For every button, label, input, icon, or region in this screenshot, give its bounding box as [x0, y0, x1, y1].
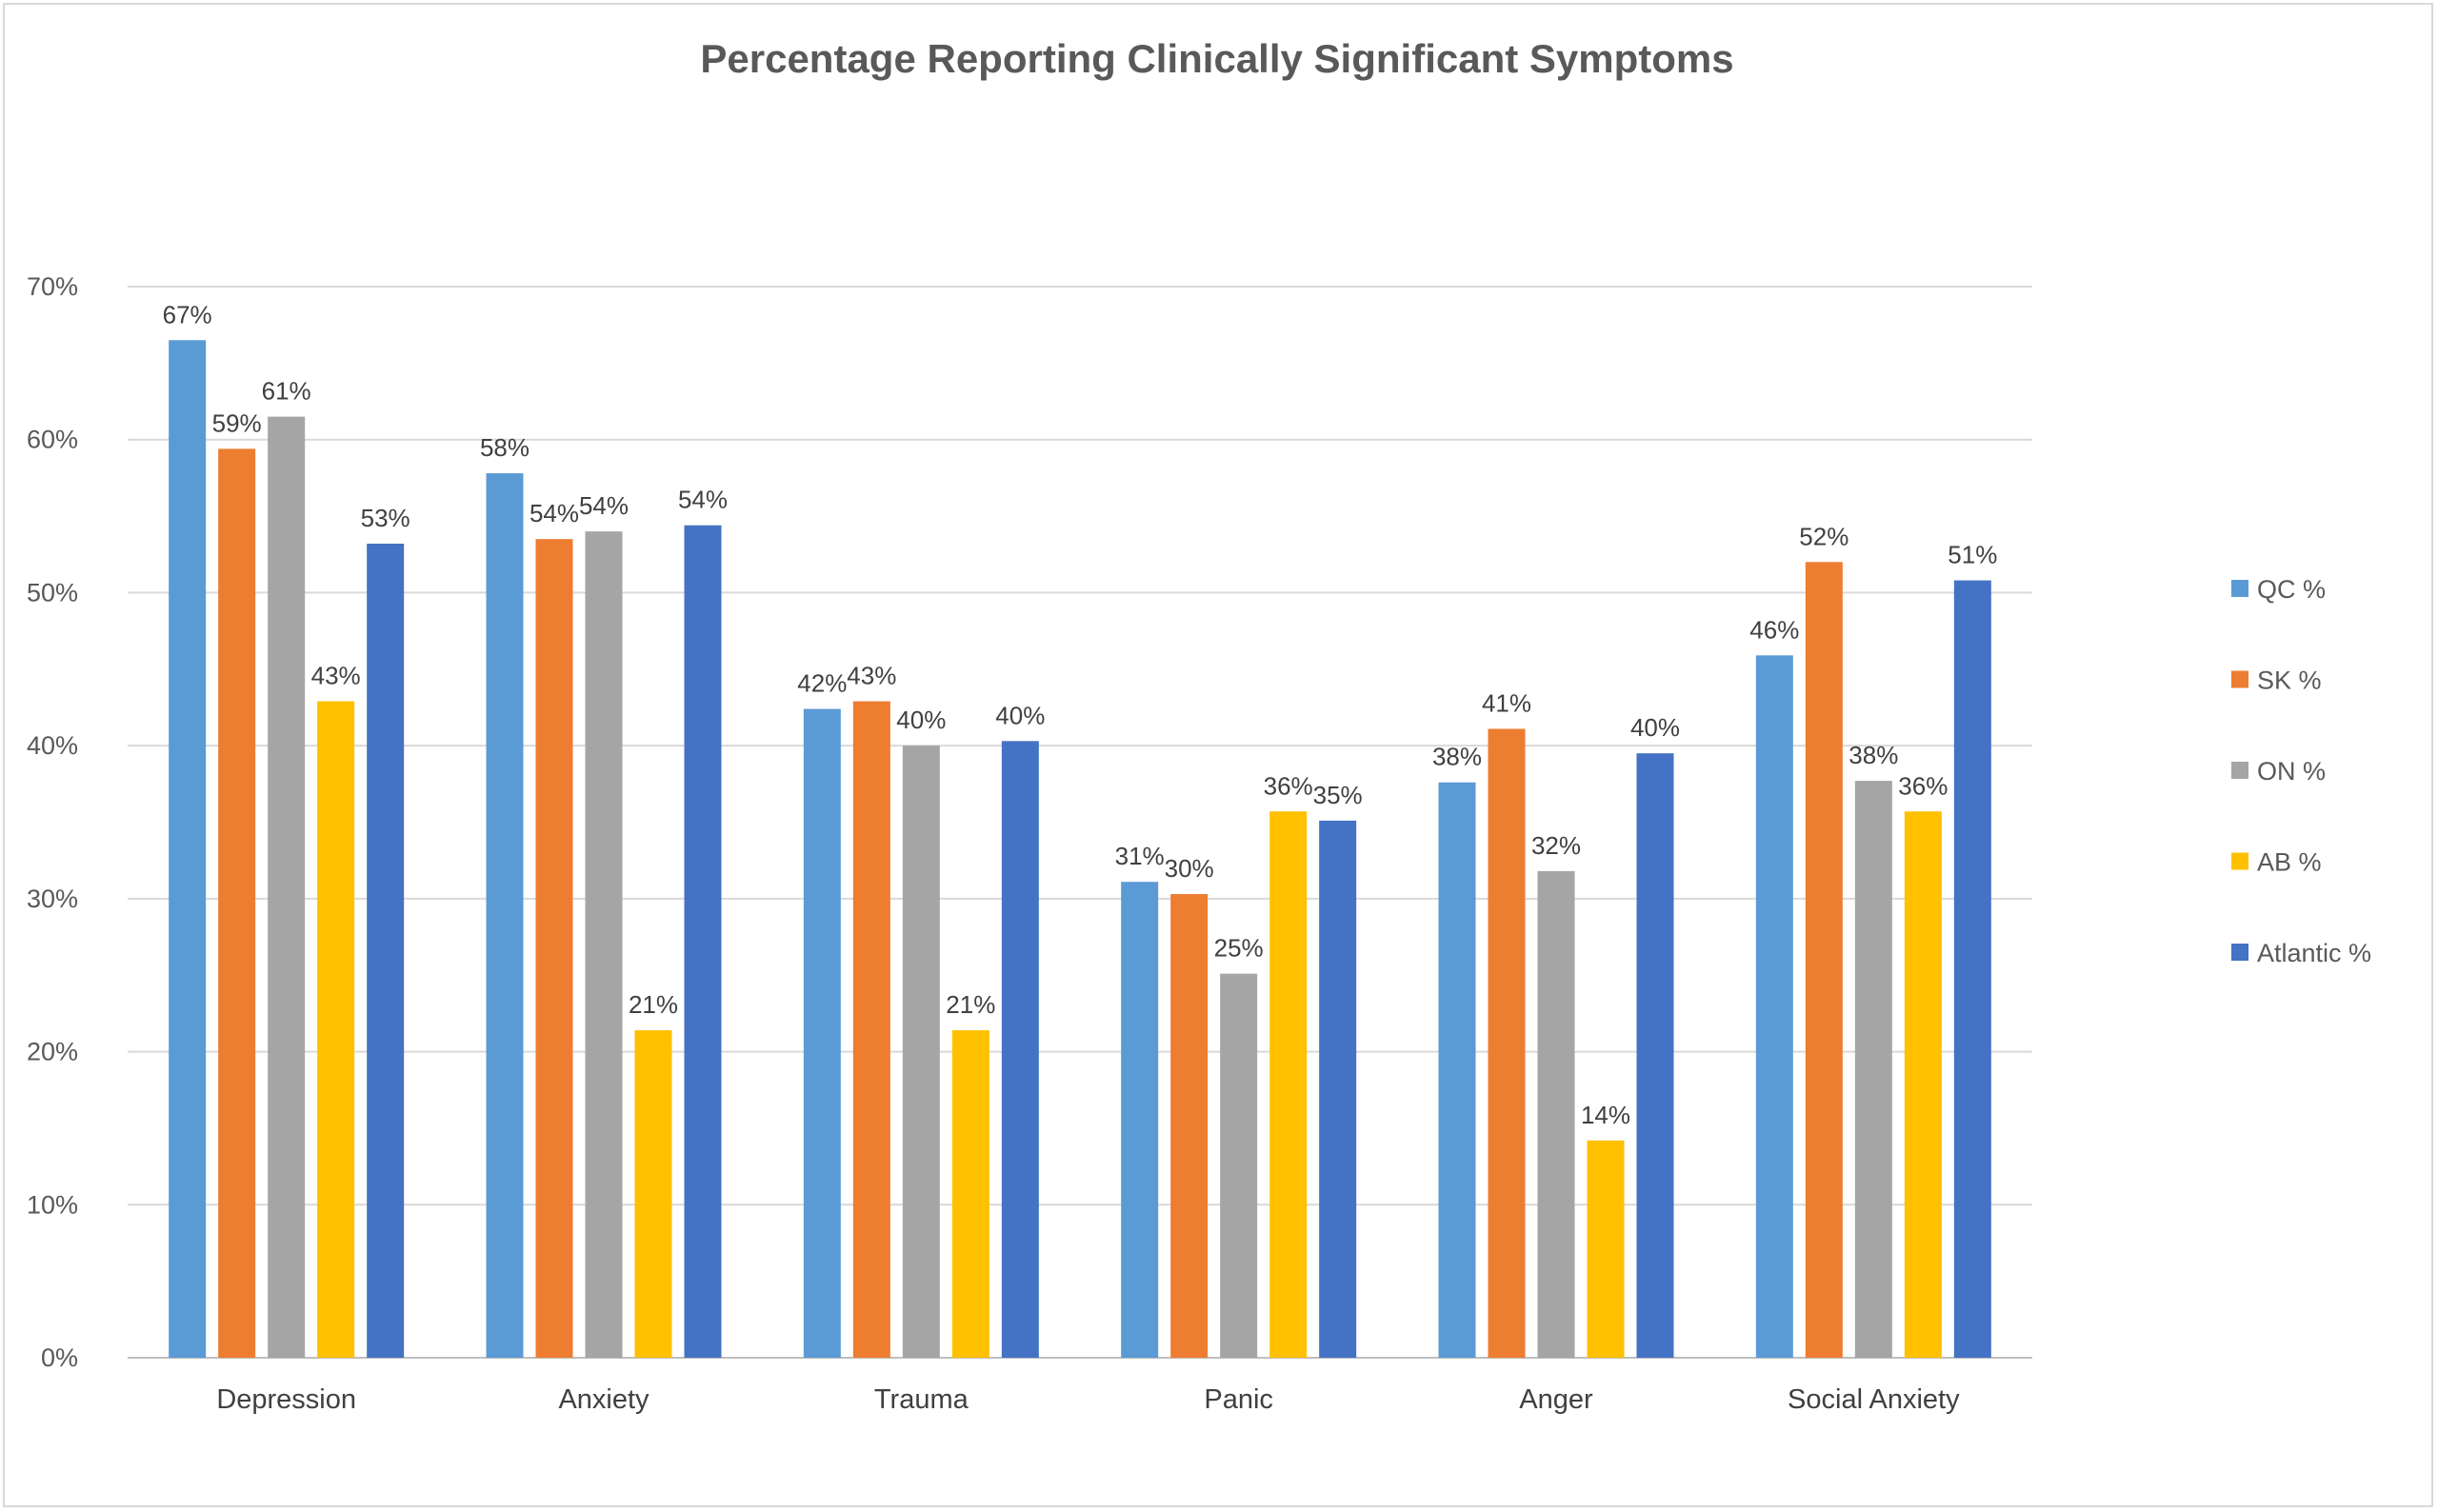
bar-atlantic-depression — [367, 544, 405, 1358]
data-label: 40% — [896, 706, 946, 734]
bar-sk-anger — [1488, 728, 1526, 1358]
data-label: 31% — [1115, 842, 1165, 870]
legend-label: SK % — [2257, 666, 2322, 695]
bar-ab-anxiety — [634, 1030, 672, 1358]
bar-qc-anxiety — [486, 473, 524, 1359]
bar-atlantic-panic — [1319, 820, 1357, 1358]
bar-sk-social-anxiety — [1805, 562, 1843, 1358]
data-label: 40% — [995, 701, 1045, 729]
data-label: 36% — [1898, 771, 1948, 800]
data-labels: 67%59%61%43%53%58%54% 54%21%54%42% 43%40%2… — [163, 300, 1998, 1129]
y-tick-label: 70% — [27, 272, 78, 301]
bar-atlantic-trauma — [1001, 741, 1039, 1358]
bar-sk-depression — [218, 448, 256, 1358]
data-label: 51% — [1948, 541, 1997, 569]
bar-qc-trauma — [803, 708, 841, 1358]
bar-ab-depression — [317, 701, 355, 1358]
data-label: 67% — [163, 300, 212, 328]
data-label: 32% — [1531, 831, 1581, 860]
y-tick-label: 30% — [27, 885, 78, 913]
legend-label: AB % — [2257, 848, 2322, 877]
data-label: 36% — [1264, 771, 1313, 800]
data-label: 35% — [1313, 781, 1363, 809]
data-label: 46% — [1749, 615, 1799, 644]
data-label: 43% — [847, 662, 896, 690]
data-label: 30% — [1165, 854, 1214, 883]
legend-swatch — [2231, 670, 2248, 688]
legend: QC % SK % ON % AB % Atlantic % — [2231, 575, 2371, 967]
y-tick-label: 40% — [27, 731, 78, 760]
category-labels: Depression Anxiety Trauma Panic Anger Social … — [216, 1384, 1960, 1415]
data-label: 59% — [212, 408, 262, 437]
category-label: Panic — [1204, 1384, 1273, 1415]
y-tick-label: 10% — [27, 1190, 78, 1219]
bar-sk-anxiety — [535, 539, 573, 1358]
legend-swatch — [2231, 944, 2248, 961]
bar-on-trauma — [902, 746, 940, 1358]
y-tick-label: 50% — [27, 578, 78, 607]
category-label: Depression — [216, 1384, 356, 1415]
bar-atlantic-anger — [1636, 753, 1674, 1358]
legend-label: ON % — [2257, 757, 2326, 786]
y-axis-tick-labels: 0% 10% 20% 30% 40% 50% 60% 70% — [27, 272, 78, 1372]
bar-ab-anger — [1587, 1140, 1625, 1358]
legend-swatch — [2231, 580, 2248, 597]
category-label: Social Anxiety — [1788, 1384, 1960, 1415]
data-label: 61% — [262, 377, 311, 406]
bar-on-social-anxiety — [1854, 781, 1892, 1358]
bar-sk-panic — [1170, 894, 1209, 1358]
bar-atlantic-anxiety — [684, 525, 722, 1358]
category-label: Anger — [1519, 1384, 1593, 1415]
data-label: 41% — [1482, 688, 1531, 717]
chart-title: Percentage Reporting Clinically Signific… — [700, 36, 1733, 81]
y-tick-label: 0% — [41, 1343, 78, 1372]
category-label: Anxiety — [558, 1384, 649, 1415]
bar-ab-social-anxiety — [1904, 811, 1942, 1358]
data-label: 58% — [480, 433, 530, 462]
legend-label: QC % — [2257, 575, 2326, 604]
data-label: 54% — [579, 491, 629, 520]
bar-on-anxiety — [585, 531, 623, 1358]
data-label: 21% — [629, 990, 678, 1019]
bar-ab-trauma — [951, 1030, 989, 1358]
bar-qc-panic — [1121, 882, 1159, 1358]
data-label: 14% — [1581, 1101, 1630, 1129]
chart-frame — [3, 3, 2433, 1507]
data-label: 54% — [530, 499, 579, 527]
data-label: 38% — [1432, 743, 1482, 771]
data-label: 53% — [361, 504, 410, 532]
legend-label: Atlantic % — [2257, 939, 2371, 967]
gridlines — [128, 286, 2032, 1359]
data-label: 40% — [1630, 713, 1680, 742]
y-tick-label: 20% — [27, 1038, 78, 1066]
bar-ab-panic — [1269, 811, 1308, 1358]
bar-qc-anger — [1438, 782, 1476, 1358]
bar-on-depression — [268, 416, 306, 1358]
bar-qc-depression — [169, 340, 207, 1358]
data-label: 42% — [797, 669, 847, 698]
data-label: 38% — [1848, 741, 1898, 769]
bar-atlantic-social-anxiety — [1953, 580, 1991, 1358]
legend-swatch — [2231, 852, 2248, 870]
legend-swatch — [2231, 762, 2248, 779]
data-label: 25% — [1214, 934, 1264, 963]
bar-sk-trauma — [852, 701, 890, 1358]
bar-qc-social-anxiety — [1755, 655, 1793, 1358]
bar-on-anger — [1537, 870, 1575, 1358]
bars — [169, 340, 1991, 1359]
data-label: 43% — [311, 662, 361, 690]
data-label: 54% — [678, 486, 728, 514]
data-label: 52% — [1799, 522, 1848, 550]
y-tick-label: 60% — [27, 426, 78, 454]
category-label: Trauma — [874, 1384, 969, 1415]
bar-on-panic — [1220, 973, 1258, 1358]
data-label: 21% — [946, 990, 995, 1019]
